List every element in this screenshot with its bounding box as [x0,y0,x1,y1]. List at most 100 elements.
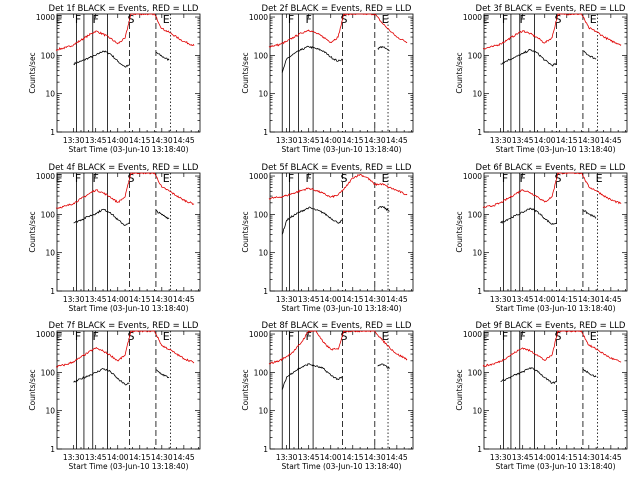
x-tick-label: 14:00 [107,295,129,304]
panel-title: Det 2f BLACK = Events, RED = LLD [262,4,412,14]
x-axis-label: Start Time (03-Jun-10 13:18:40) [69,304,189,313]
x-tick-label: 14:15 [556,136,578,145]
y-axis-label: Counts/sec [455,52,464,93]
plot-frame [56,13,201,133]
plot-frame [56,330,201,450]
series-events-line [281,45,390,73]
x-axis-label: Start Time (03-Jun-10 13:18:40) [282,145,402,154]
segment-label: F [306,172,312,185]
panel-det-5: Det 5f BLACK = Events, RED = LLD 1 10 100 10… [241,163,414,313]
y-tick-label: 1 [477,128,482,137]
series-lld-line [268,330,408,365]
x-tick-label: 13:45 [512,453,534,462]
panel-det-1: Det 1f BLACK = Events, RED = LLD 1 10 100 10… [28,4,201,154]
x-tick-label: 14:00 [320,295,342,304]
x-tick-label: 14:00 [534,453,556,462]
panel-title: Det 6f BLACK = Events, RED = LLD [476,163,626,173]
segment-label: E [482,13,489,26]
segment-label: F [75,330,81,343]
series-events-line [500,367,597,385]
segment-label: F [306,13,312,26]
y-tick-label: 1 [50,445,55,454]
segment-label: E [596,172,603,185]
y-axis-label: Counts/sec [455,369,464,410]
x-tick-label: 14:30 [364,453,386,462]
series-lld-line [482,330,622,367]
y-tick-label: 1 [50,287,55,296]
panel-det-6: Det 6f BLACK = Events, RED = LLD 1 10 100 10… [455,163,628,313]
y-tick-label: 1000 [249,13,268,22]
series-events-line [281,206,390,235]
series-events-line [500,48,597,67]
segment-label: E [590,330,597,343]
x-tick-label: 14:00 [534,136,556,145]
x-tick-label: 14:45 [600,295,622,304]
plot-frame [269,330,414,450]
plot-frame [483,13,628,133]
x-tick-label: 14:45 [386,136,408,145]
segment-label: S [127,13,134,26]
panel-det-4: Det 4f BLACK = Events, RED = LLD 1 10 100 10… [28,163,201,313]
segment-label: F [502,172,508,185]
segment-label: S [127,330,134,343]
x-tick-label: 14:45 [386,453,408,462]
panel-title: Det 5f BLACK = Events, RED = LLD [262,163,412,173]
x-axis-label: Start Time (03-Jun-10 13:18:40) [282,462,402,471]
y-tick-label: 1000 [36,13,55,22]
segment-label: E [163,13,170,26]
x-axis-label: Start Time (03-Jun-10 13:18:40) [496,145,616,154]
y-tick-label: 100 [41,210,56,219]
segment-label: S [340,172,347,185]
segment-label: F [288,330,294,343]
x-tick-label: 14:00 [320,136,342,145]
x-tick-label: 14:15 [129,295,151,304]
x-tick-label: 13:30 [490,453,512,462]
x-tick-label: 13:30 [490,295,512,304]
panel-title: Det 8f BLACK = Events, RED = LLD [262,321,412,331]
x-tick-label: 14:15 [129,136,151,145]
x-axis-label: Start Time (03-Jun-10 13:18:40) [69,462,189,471]
y-tick-label: 100 [41,51,56,60]
segment-label: F [288,13,294,26]
panel-title: Det 7f BLACK = Events, RED = LLD [49,321,199,331]
series-lld-line [268,13,408,48]
x-tick-label: 14:15 [342,453,364,462]
segment-label: F [520,330,526,343]
x-tick-label: 13:30 [63,295,85,304]
x-tick-label: 13:30 [276,453,298,462]
y-tick-label: 1 [263,445,268,454]
segment-label: S [127,172,134,185]
y-tick-label: 10 [258,90,268,99]
plot-frame [269,172,414,292]
y-axis-label: Counts/sec [241,52,250,93]
x-tick-label: 14:15 [342,295,364,304]
panel-title: Det 9f BLACK = Events, RED = LLD [476,321,626,331]
x-tick-label: 14:45 [600,453,622,462]
plot-frame [56,172,201,292]
x-tick-label: 13:45 [512,136,534,145]
x-tick-label: 14:30 [578,136,600,145]
y-tick-label: 100 [41,368,56,377]
panel-title: Det 4f BLACK = Events, RED = LLD [49,163,199,173]
segment-label: S [554,172,561,185]
y-tick-label: 100 [468,51,483,60]
y-tick-label: 10 [258,249,268,258]
series-events-line [73,208,170,226]
y-tick-label: 100 [254,51,269,60]
plot-frame [483,330,628,450]
segment-label: F [75,172,81,185]
panel-title: Det 3f BLACK = Events, RED = LLD [476,4,626,14]
y-tick-label: 1 [263,128,268,137]
series-events-line [281,363,390,390]
x-tick-label: 13:45 [298,295,320,304]
segment-label: E [55,330,62,343]
x-tick-label: 14:30 [578,295,600,304]
x-tick-label: 14:30 [151,136,173,145]
x-tick-label: 14:30 [151,453,173,462]
x-tick-label: 14:30 [364,136,386,145]
segment-label: E [55,172,62,185]
y-tick-label: 10 [45,90,55,99]
series-lld-line [55,172,195,209]
x-tick-label: 14:30 [364,295,386,304]
